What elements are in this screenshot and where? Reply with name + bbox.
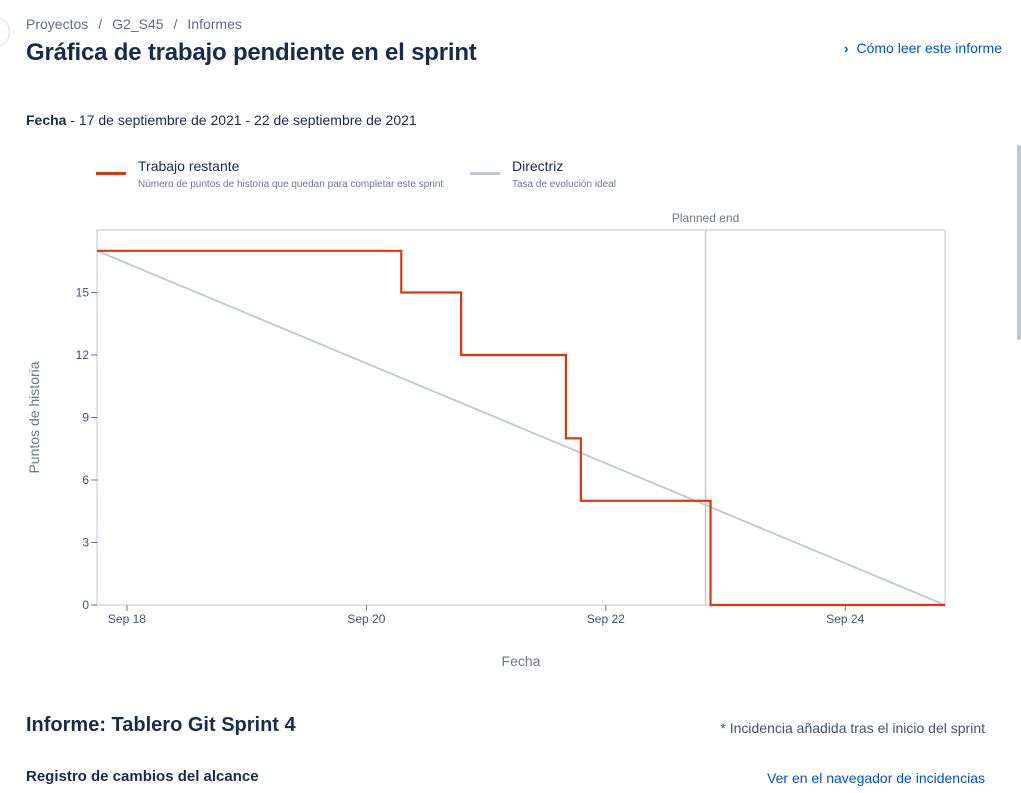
y-tick-label: 9 [82, 411, 89, 425]
x-axis-label: Fecha [502, 653, 541, 669]
date-range: Fecha - 17 de septiembre de 2021 - 22 de… [26, 112, 417, 128]
breadcrumb: Proyectos / G2_S45 / Informes [26, 16, 242, 32]
collapse-handle[interactable] [0, 18, 10, 46]
breadcrumb-separator: / [98, 16, 103, 32]
y-tick-label: 15 [76, 286, 90, 300]
legend-item-guideline: Directriz Tasa de evolución ideal [470, 158, 616, 190]
y-tick-label: 6 [82, 473, 89, 487]
legend-item-remaining: Trabajo restante Número de puntos de his… [96, 158, 443, 190]
breadcrumb-reports[interactable]: Informes [187, 16, 242, 32]
legend-desc-remaining: Número de puntos de historia que quedan … [138, 179, 444, 190]
legend-desc-guideline: Tasa de evolución ideal [512, 179, 616, 190]
legend-name-remaining: Trabajo restante [138, 158, 240, 174]
y-tick-label: 3 [82, 536, 89, 550]
x-tick-label: Sep 22 [587, 612, 625, 626]
breadcrumb-project[interactable]: G2_S45 [112, 16, 164, 32]
date-label: Fecha [26, 112, 67, 128]
legend-swatch-remaining [96, 172, 126, 175]
legend-name-guideline: Directriz [512, 158, 564, 174]
x-tick-label: Sep 18 [108, 612, 146, 626]
report-note: * Incidencia añadida tras el inicio del … [720, 720, 985, 736]
breadcrumb-separator: / [173, 16, 178, 32]
how-to-read-label: Cómo leer este informe [856, 40, 1002, 56]
y-tick-label: 0 [82, 598, 89, 612]
chevron-right-icon: › [843, 40, 849, 56]
legend-swatch-guideline [470, 172, 500, 175]
view-in-issue-navigator-link[interactable]: Ver en el navegador de incidencias [767, 770, 985, 786]
date-range-value: - 17 de septiembre de 2021 - 22 de septi… [66, 112, 417, 128]
plot-frame [96, 229, 946, 606]
burndown-chart: 0 3 6 9 12 15 Sep 18 Sep 20 Sep 22 Sep 24 Planned … [26, 211, 946, 669]
scope-title: Registro de cambios del alcance [26, 768, 259, 785]
breadcrumb-projects[interactable]: Proyectos [26, 16, 89, 32]
series-line-remaining [97, 249, 945, 607]
y-axis-label: Puntos de historia [26, 361, 42, 473]
page-title: Gráfica de trabajo pendiente en el sprin… [26, 39, 477, 66]
y-tick-label: 12 [76, 348, 90, 362]
scrollbar[interactable] [1017, 145, 1021, 340]
x-tick-label: Sep 24 [826, 612, 864, 626]
report-title: Informe: Tablero Git Sprint 4 [26, 714, 296, 736]
how-to-read-link[interactable]: › Cómo leer este informe [844, 40, 1002, 56]
planned-end-label: Planned end [672, 211, 739, 225]
series-line-guideline [96, 250, 946, 606]
x-tick-label: Sep 20 [347, 612, 385, 626]
